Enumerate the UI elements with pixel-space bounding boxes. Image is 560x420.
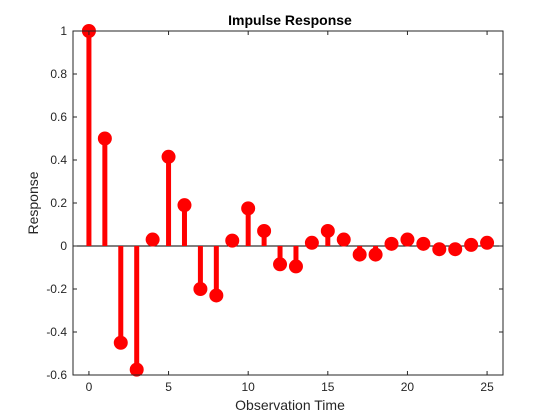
- stem-marker: [320, 223, 335, 238]
- stem-marker: [257, 223, 272, 238]
- plot-area: [73, 31, 503, 375]
- stem-marker: [384, 236, 399, 251]
- stem-marker: [448, 242, 463, 257]
- y-axis-label: Response: [25, 171, 41, 234]
- x-tick-label: 5: [165, 380, 172, 394]
- chart-title: Impulse Response: [228, 12, 352, 28]
- stem-marker: [145, 232, 160, 247]
- y-tick-label: 0.2: [50, 196, 67, 210]
- stem-marker: [432, 242, 447, 257]
- y-tick-label: -0.2: [46, 282, 67, 296]
- x-tick-label: 25: [480, 380, 494, 394]
- stem-marker: [336, 232, 351, 247]
- stem-marker: [480, 235, 495, 250]
- stem-marker: [352, 247, 367, 262]
- y-tick-label: -0.6: [46, 368, 67, 382]
- y-tick-label: 0.6: [50, 110, 67, 124]
- stem-marker: [416, 236, 431, 251]
- stem-marker: [129, 362, 144, 377]
- y-tick-label: 1: [60, 24, 67, 38]
- ticks: 0 5 10 15 20 25 -0.6 -0.4 -0.2 0 0.2 0.4 0.6 0.8 1: [46, 24, 503, 394]
- x-tick-label: 15: [321, 380, 335, 394]
- x-axis-label: Observation Time: [235, 397, 345, 413]
- x-tick-label: 20: [401, 380, 415, 394]
- stem-marker: [288, 259, 303, 274]
- stem-marker: [225, 233, 240, 248]
- stem-marker: [464, 237, 479, 252]
- x-tick-label: 10: [242, 380, 256, 394]
- y-tick-label: -0.4: [46, 325, 67, 339]
- y-tick-label: 0: [60, 239, 67, 253]
- stem-marker: [193, 282, 208, 296]
- stem-marker: [161, 149, 176, 164]
- stem-marker: [368, 247, 383, 262]
- y-tick-label: 0.8: [50, 67, 67, 81]
- stem-marker: [209, 288, 224, 303]
- stem-marker: [177, 198, 192, 213]
- stem-marker: [400, 232, 415, 247]
- stem-marker: [304, 235, 319, 250]
- stem-marker: [241, 201, 256, 216]
- x-tick-label: 0: [86, 380, 93, 394]
- stem-marker: [97, 131, 112, 146]
- stem-marker: [273, 257, 288, 272]
- y-tick-label: 0.4: [50, 153, 67, 167]
- stem-marker: [113, 335, 128, 350]
